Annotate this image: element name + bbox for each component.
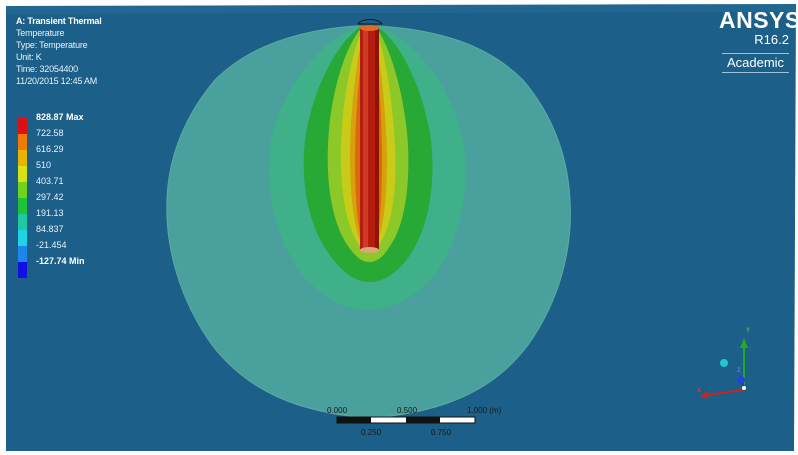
legend-entry[interactable]: 828.87 Max	[18, 112, 138, 134]
legend-entry[interactable]: 297.42	[18, 192, 138, 214]
legend-swatch	[18, 262, 27, 278]
scale-label-1000: 1.000 (m)	[467, 406, 502, 415]
x-axis-label: X	[697, 388, 702, 394]
legend-swatch	[18, 150, 27, 166]
legend-swatch	[18, 246, 27, 262]
legend-entry[interactable]: 403.71	[18, 176, 138, 198]
y-axis-label: Y	[746, 328, 751, 334]
scale-label-500: 0.500	[397, 406, 418, 415]
legend-value: 403.71	[36, 176, 64, 186]
legend-swatch	[18, 182, 27, 198]
legend-entry[interactable]: 510	[18, 160, 138, 182]
legend-value: 297.42	[36, 192, 64, 202]
legend-entry[interactable]: -127.74 Min	[18, 256, 138, 278]
legend-value: 722.58	[36, 128, 64, 138]
result-name: Temperature	[16, 28, 65, 38]
legend-swatch	[18, 134, 27, 150]
analysis-title: A: Transient Thermal	[16, 16, 102, 26]
legend-value: 191.13	[36, 208, 64, 218]
legend-value: 616.29	[36, 144, 64, 154]
legend-entry[interactable]: 191.13	[18, 208, 138, 230]
ansys-logo: ANSYS R16.2 Academic	[719, 7, 798, 73]
edition-label: Academic	[722, 53, 789, 73]
legend-value: 510	[36, 160, 52, 170]
legend-swatch	[18, 166, 27, 182]
legend-swatch	[18, 230, 27, 246]
legend-swatch	[18, 118, 27, 134]
legend-entry[interactable]: 84.837	[18, 224, 138, 246]
scale-label-0: 0.000	[327, 406, 348, 415]
scale-label-250: 0.250	[361, 428, 382, 437]
scale-label-750: 0.750	[431, 428, 452, 437]
legend-entry[interactable]: 616.29	[18, 144, 138, 166]
legend-value: 828.87 Max	[36, 112, 84, 122]
legend-entry[interactable]: -21.454	[18, 240, 138, 262]
legend-swatch	[18, 198, 27, 214]
legend-entry[interactable]: 722.58	[18, 128, 138, 150]
legend-value: -127.74 Min	[36, 256, 85, 266]
z-axis-label: Z	[737, 368, 741, 374]
heat-source-pipe	[360, 25, 379, 253]
result-unit: Unit: K	[16, 52, 42, 62]
result-time: Time: 32054400	[16, 64, 78, 74]
result-date: 11/20/2015 12:45 AM	[16, 76, 98, 86]
legend-value: 84.837	[36, 224, 64, 234]
result-type: Type: Temperature	[16, 40, 88, 50]
legend-value: -21.454	[36, 240, 67, 250]
legend-swatch	[18, 214, 27, 230]
brand-name: ANSYS	[719, 7, 798, 33]
version-label: R16.2	[754, 32, 789, 47]
